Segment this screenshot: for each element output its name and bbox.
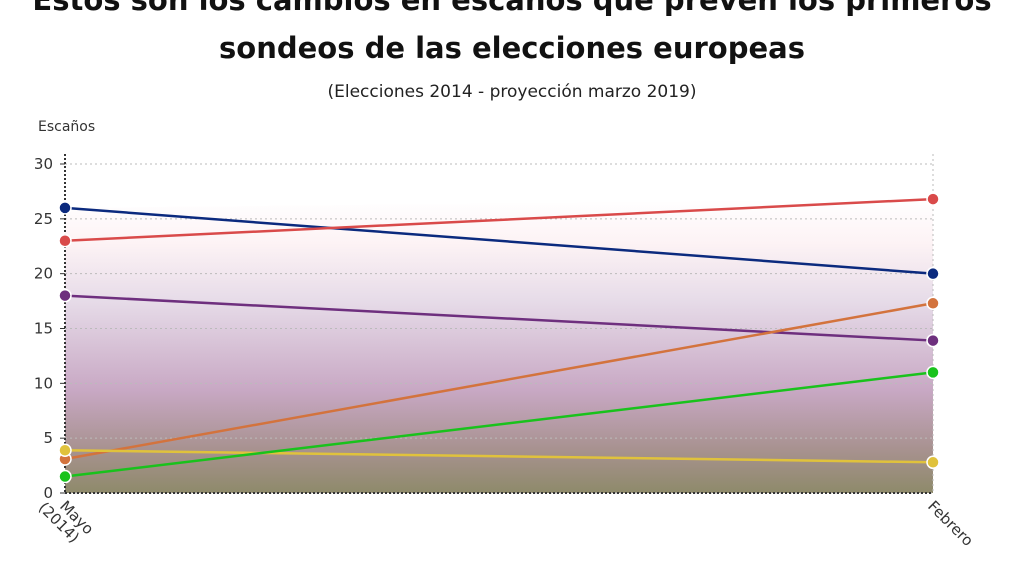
data-point-2-0 — [58, 288, 72, 303]
series-line-5 — [64, 371, 934, 478]
chart-title-line2: sondeos de las elecciones europeas — [219, 31, 805, 65]
x-tick-label: Febrero — [924, 497, 977, 550]
series-line-1 — [64, 197, 934, 243]
data-point-1-0 — [58, 234, 72, 248]
data-point-1-1 — [926, 192, 940, 206]
series-line-0 — [64, 206, 934, 275]
y-tick-label: 15 — [34, 320, 53, 338]
data-point-4-0 — [58, 443, 72, 457]
y-tick-label: 0 — [43, 484, 53, 502]
data-point-5-1 — [926, 365, 940, 380]
data-point-5-0 — [58, 469, 72, 484]
y-tick-label: 25 — [34, 210, 53, 228]
y-tick-label: 20 — [34, 265, 53, 283]
series-line-4 — [64, 448, 934, 464]
y-axis-label: Escaños — [38, 119, 96, 135]
series-line-2 — [64, 294, 934, 342]
y-tick-label: 10 — [34, 374, 53, 392]
series-line-3 — [64, 302, 934, 461]
data-point-2-1 — [926, 333, 940, 348]
chart-subtitle: (Elecciones 2014 - proyección marzo 2019… — [327, 82, 697, 102]
data-point-4-1 — [926, 455, 940, 470]
data-point-0-1 — [926, 266, 940, 281]
data-point-0-0 — [58, 201, 72, 215]
y-tick-label: 5 — [43, 429, 53, 447]
data-point-3-1 — [926, 296, 940, 311]
y-tick-label: 30 — [34, 155, 53, 173]
chart-title-line1: Estos son los cambios en escaños que pre… — [32, 0, 992, 17]
plot-area-fill — [65, 199, 933, 494]
